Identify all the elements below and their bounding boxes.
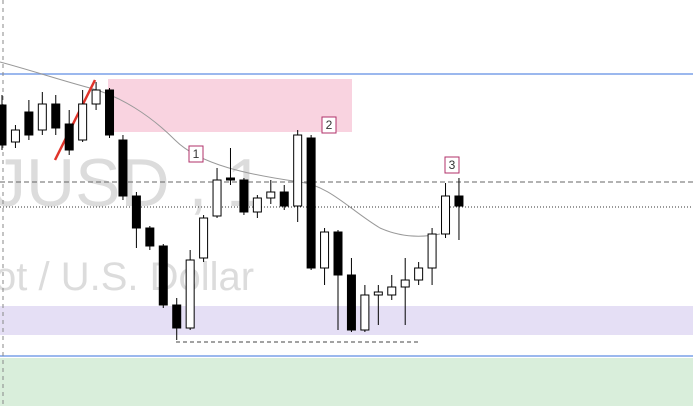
annotation-box [444, 156, 460, 174]
watermark-description: ot / U.S. Dollar [0, 255, 254, 299]
candle-body [279, 191, 289, 207]
candle-body [10, 129, 20, 143]
candle-body [158, 245, 168, 306]
green-zone [0, 358, 693, 406]
trend-line [53, 79, 97, 161]
candle-body [131, 195, 141, 229]
candle-body [118, 139, 128, 197]
candle-body [239, 179, 249, 213]
candle-body [51, 103, 61, 129]
candle-body [37, 103, 47, 131]
candle-body [360, 294, 370, 331]
candle-body [172, 304, 182, 329]
candle-body [78, 103, 88, 141]
candle-body [387, 286, 397, 296]
candle-body [266, 191, 276, 199]
annotation: 2 [326, 118, 333, 132]
candle-body [333, 231, 343, 276]
annotation-box [321, 116, 337, 134]
annotation-box [188, 145, 204, 163]
moving-average [0, 61, 441, 237]
candle-body [0, 104, 7, 146]
candle-body [320, 231, 330, 269]
candle-body [293, 134, 303, 207]
candle-body [306, 137, 316, 269]
annotation: 1 [193, 147, 200, 161]
candle-body [252, 197, 262, 213]
candle-body [185, 259, 195, 329]
candle-body [346, 274, 356, 331]
candle-body [373, 291, 383, 296]
candle-body [225, 177, 235, 181]
candle-body [105, 89, 115, 136]
candle-body [414, 267, 424, 281]
demand-zone [0, 306, 693, 335]
candle-body [212, 179, 222, 217]
candle-body [64, 123, 74, 151]
candles [0, 82, 464, 340]
candle-body [145, 227, 155, 247]
supply-zone [108, 79, 352, 132]
candle-body [199, 217, 209, 259]
candle-body [400, 279, 410, 288]
candle-body [24, 111, 34, 136]
candle-body [441, 195, 451, 235]
annotation: 3 [449, 158, 456, 172]
candle-body [91, 89, 101, 105]
candle-body [427, 233, 437, 269]
candle-body [454, 195, 464, 207]
